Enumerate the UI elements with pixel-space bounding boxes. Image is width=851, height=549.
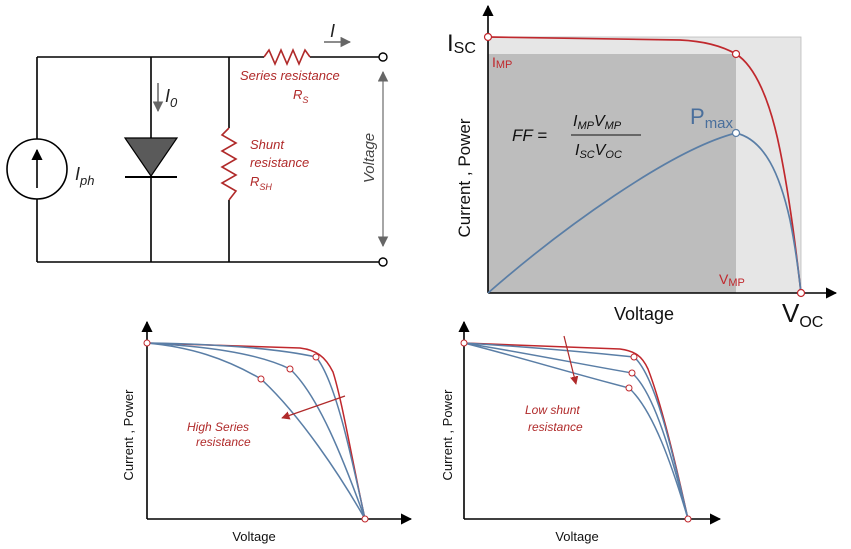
mpp-point [733,51,740,58]
series-x-label: Voltage [232,529,275,544]
series-y-label: Current , Power [121,389,136,481]
main-x-label: Voltage [614,304,674,324]
shunt-voc-point [685,516,691,522]
shunt-y-label: Current , Power [440,389,455,481]
terminal-top [379,53,387,61]
shunt-trend-arrow-icon [564,336,576,384]
shunt-mpp-point [631,354,637,360]
series-mpp-point [144,340,150,346]
voc-point [798,290,805,297]
diode-symbol [125,138,177,176]
max-power-rectangle [488,54,736,293]
series-mpp-point [313,354,319,360]
shunt-mpp-point [629,370,635,376]
series-mpp-point [258,376,264,382]
shunt-symbol-label: RSH [250,174,272,192]
circuit: Iph I0 Shunt resistance RSH I Series res… [7,21,387,266]
photo-current-label: Iph [75,164,94,188]
series-plot: High Series resistance Current , Power V… [121,322,411,544]
series-curve-baseline [147,343,365,519]
voltage-label: Voltage [361,133,378,183]
series-annotation-line2: resistance [196,435,251,449]
series-mpp-point [287,366,293,372]
series-annotation-line1: High Series [187,420,249,434]
shunt-mpp-point [626,385,632,391]
series-resistor-symbol [264,50,310,64]
pmax-point [733,130,740,137]
series-resistance-label: Series resistance [240,68,340,83]
shunt-label-line1: Shunt [250,137,285,152]
series-symbol-label: RS [293,87,308,105]
shunt-annotation-line2: resistance [528,420,583,434]
current-label: I [330,21,335,41]
terminal-bottom [379,258,387,266]
shunt-x-label: Voltage [555,529,598,544]
main-plot: ISC IMP Pmax VMP VOC Current , Power Vol… [447,6,836,331]
shunt-resistor-symbol [222,128,236,200]
shunt-annotation-line1: Low shunt [525,403,580,417]
isc-label: ISC [447,30,476,57]
voc-label: VOC [782,298,823,331]
shunt-mpp-point [461,340,467,346]
shunt-label-line2: resistance [250,155,309,170]
series-voc-point [362,516,368,522]
shunt-plot: Low shunt resistance Current , Power Vol… [440,322,720,544]
isc-point [485,34,492,41]
diode-current-label: I0 [165,86,178,110]
ff-lhs: FF = [512,126,547,145]
main-y-label: Current , Power [455,118,474,237]
